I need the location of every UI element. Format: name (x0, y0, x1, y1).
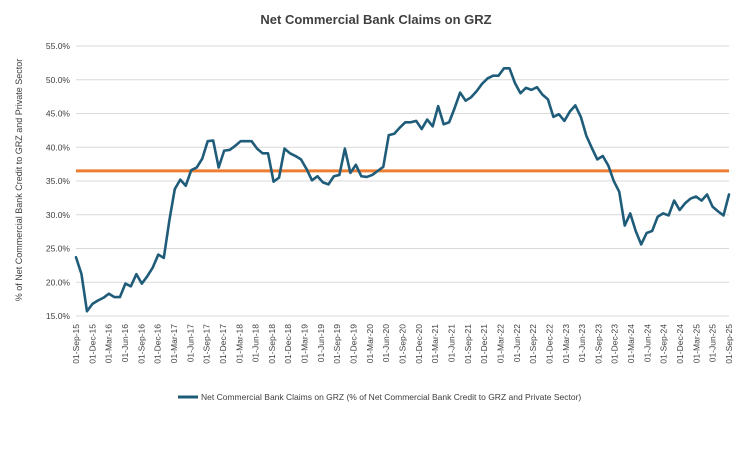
x-tick-label: 01-Mar-20 (365, 324, 375, 363)
x-tick-label: 01-Jun-17 (185, 324, 195, 363)
x-tick-label: 01-Sep-17 (202, 324, 212, 364)
y-axis-ticks: 15.0% 20.0% 25.0% 30.0% 35.0% 40.0% 45.0% 50.0%… (46, 41, 71, 321)
x-tick-label: 01-Jun-24 (642, 324, 652, 363)
y-tick-label: 25.0% (46, 244, 71, 254)
y-tick-label: 35.0% (46, 176, 71, 186)
y-tick-label: 30.0% (46, 210, 71, 220)
x-tick-label: 01-Dec-16 (153, 324, 163, 364)
x-tick-label: 01-Sep-19 (332, 324, 342, 364)
gridlines (76, 45, 729, 317)
x-tick-label: 01-Jun-18 (251, 324, 261, 363)
y-tick-label: 55.0% (46, 41, 71, 51)
x-tick-label: 01-Dec-19 (349, 324, 359, 364)
x-tick-label: 01-Sep-21 (463, 324, 473, 364)
x-axis-ticks: 01-Sep-15 01-Dec-15 01-Mar-16 01-Jun-16 01-S… (71, 324, 734, 364)
x-tick-label: 01-Dec-18 (283, 324, 293, 364)
x-tick-label: 01-Sep-22 (528, 324, 538, 364)
x-tick-label: 01-Jun-19 (316, 324, 326, 363)
x-tick-label: 01-Sep-20 (398, 324, 408, 364)
x-tick-label: 01-Jun-25 (708, 324, 718, 363)
x-tick-label: 01-Dec-20 (414, 324, 424, 364)
x-tick-label: 01-Jun-21 (446, 324, 456, 363)
x-tick-label: 01-Sep-23 (593, 324, 603, 364)
x-tick-label: 01-Jun-16 (120, 324, 130, 363)
x-tick-label: 01-Sep-25 (724, 324, 734, 364)
chart-title: Net Commercial Bank Claims on GRZ (260, 12, 491, 27)
y-tick-label: 45.0% (46, 109, 71, 119)
x-tick-label: 01-Dec-17 (218, 324, 228, 364)
legend-label: Net Commercial Bank Claims on GRZ (% of … (201, 392, 581, 402)
x-tick-label: 01-Mar-21 (430, 324, 440, 363)
series-line (74, 66, 731, 313)
x-tick-label: 01-Jun-23 (577, 324, 587, 363)
y-tick-label: 15.0% (46, 311, 71, 321)
x-tick-label: 01-Dec-15 (87, 324, 97, 364)
x-tick-label: 01-Dec-21 (479, 324, 489, 364)
x-tick-label: 01-Mar-18 (234, 324, 244, 363)
x-tick-label: 01-Mar-16 (104, 324, 114, 363)
x-tick-label: 01-Mar-22 (495, 324, 505, 363)
x-tick-label: 01-Mar-24 (626, 324, 636, 363)
x-tick-label: 01-Jun-22 (512, 324, 522, 363)
series-group (74, 66, 731, 313)
x-tick-label: 01-Sep-24 (659, 324, 669, 364)
x-tick-label: 01-Mar-25 (691, 324, 701, 363)
x-tick-label: 01-Mar-23 (561, 324, 571, 363)
x-tick-label: 01-Jun-20 (381, 324, 391, 363)
legend: Net Commercial Bank Claims on GRZ (% of … (178, 392, 581, 402)
x-tick-label: 01-Mar-17 (169, 324, 179, 363)
y-tick-label: 20.0% (46, 277, 71, 287)
x-tick-label: 01-Sep-15 (71, 324, 81, 364)
y-tick-label: 40.0% (46, 142, 71, 152)
y-tick-label: 50.0% (46, 75, 71, 85)
x-tick-label: 01-Dec-23 (610, 324, 620, 364)
x-tick-label: 01-Dec-24 (675, 324, 685, 364)
y-axis-label: % of Net Commercial Bank Credit to GRZ a… (14, 59, 24, 302)
x-tick-label: 01-Mar-19 (300, 324, 310, 363)
x-tick-label: 01-Dec-22 (544, 324, 554, 364)
x-tick-label: 01-Sep-16 (136, 324, 146, 364)
x-tick-label: 01-Sep-18 (267, 324, 277, 364)
